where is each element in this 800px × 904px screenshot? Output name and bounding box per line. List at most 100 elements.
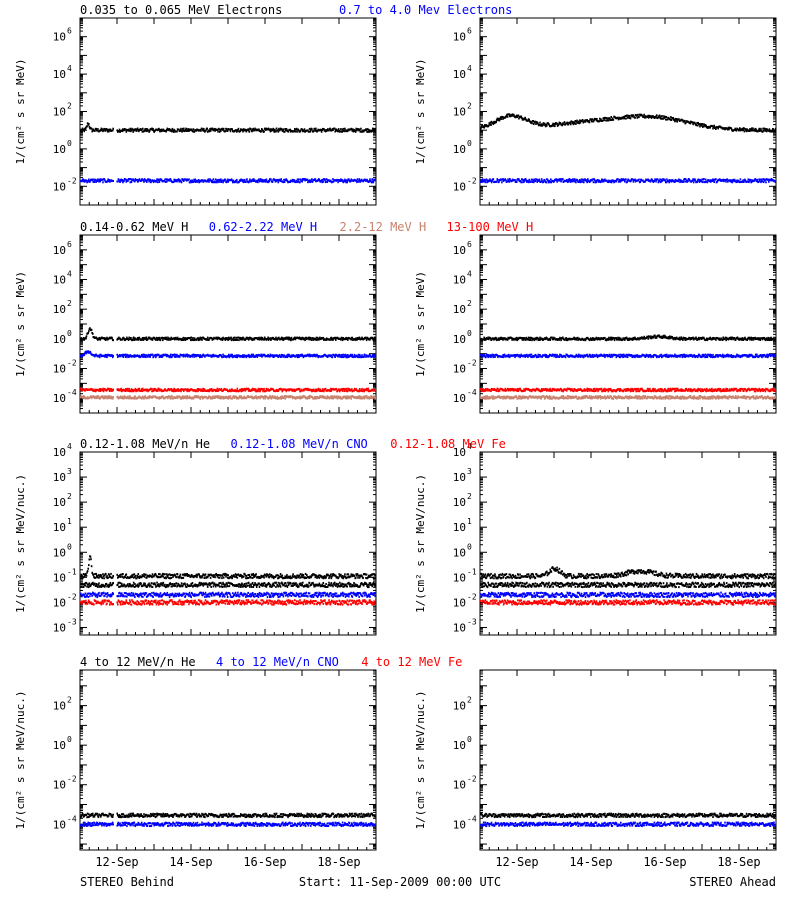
data-points [80,122,377,183]
data-point [318,388,320,390]
data-point [235,337,237,339]
data-point [662,115,664,117]
data-point [364,354,366,356]
data-point [639,181,641,183]
data-point [740,178,742,180]
y-axis-label: 1/(cm² s sr MeV) [14,59,27,165]
data-point [346,388,348,390]
data-point [528,179,530,181]
data-point [624,181,626,183]
data-point [602,120,604,122]
data-points [480,113,777,183]
data-point [112,396,114,398]
data-point [176,131,178,133]
data-point [546,125,548,127]
data-point [713,181,715,183]
data-point [589,121,591,123]
y-tick-exponent: 2 [67,102,72,111]
data-point [180,128,182,130]
data-point [183,128,185,130]
data-point [611,181,613,183]
data-point [683,181,685,183]
data-point [146,337,148,339]
data-point [299,388,301,390]
data-point [655,181,657,183]
data-point [606,117,608,119]
y-tick-exponent: 2 [67,299,72,308]
plot-frame [80,235,376,413]
y-tick-label: 10 [53,303,66,316]
data-point [564,121,566,123]
data-point [482,178,484,180]
data-point [344,128,346,130]
data-point [371,178,373,180]
data-point [562,178,564,180]
data-point [111,337,113,339]
data-point [752,127,754,129]
y-tick-exponent: 6 [67,240,72,249]
data-point [246,178,248,180]
y-tick-exponent: 0 [67,139,72,148]
data-point [715,128,717,130]
plot-frame [480,235,776,413]
data-point [699,126,701,128]
data-point [769,128,771,130]
data-point [311,128,313,130]
data-point [131,181,133,183]
data-point [684,120,686,122]
data-point [310,337,312,339]
data-point [368,388,370,390]
data-point [342,390,344,392]
y-tick-label: 10 [453,143,466,156]
data-point [123,356,125,358]
data-point [119,181,121,183]
y-tick-label: 10 [53,392,66,405]
y-tick-label: 10 [53,180,66,193]
y-axis-label: 1/(cm² s sr MeV) [14,271,27,377]
data-point [225,179,227,181]
data-point [157,390,159,392]
data-point [313,130,315,132]
y-tick-label: 10 [53,363,66,376]
data-point [219,181,221,183]
data-point [237,339,239,341]
data-point [592,118,594,120]
data-point [152,354,154,356]
data-point [321,131,323,133]
data-point [217,131,219,133]
data-point [338,128,340,130]
data-point [363,356,365,358]
data-point [560,180,562,182]
data-point [170,354,172,356]
data-point [347,354,349,356]
data-point [166,181,168,183]
data-point [360,128,362,130]
data-point [206,128,208,130]
data-point [725,181,727,183]
data-point [139,388,141,390]
y-tick-label: 10 [53,143,66,156]
data-point [231,128,233,130]
data-point [638,179,640,181]
y-tick-label: 10 [53,68,66,81]
data-point [732,181,734,183]
data-point [539,122,541,124]
data-point [335,339,337,341]
data-point [132,339,134,341]
data-point [276,128,278,130]
data-point [625,118,627,120]
data-point [157,181,159,183]
data-point [323,181,325,183]
data-point [666,116,668,118]
data-point [181,181,183,183]
data-point [350,398,352,400]
data-point [266,179,268,181]
data-point [561,124,563,126]
data-point [170,178,172,180]
data-point [707,181,709,183]
data-point [656,114,658,116]
data-point [638,116,640,118]
data-point [112,339,114,341]
data-point [245,181,247,183]
data-point [230,130,232,132]
